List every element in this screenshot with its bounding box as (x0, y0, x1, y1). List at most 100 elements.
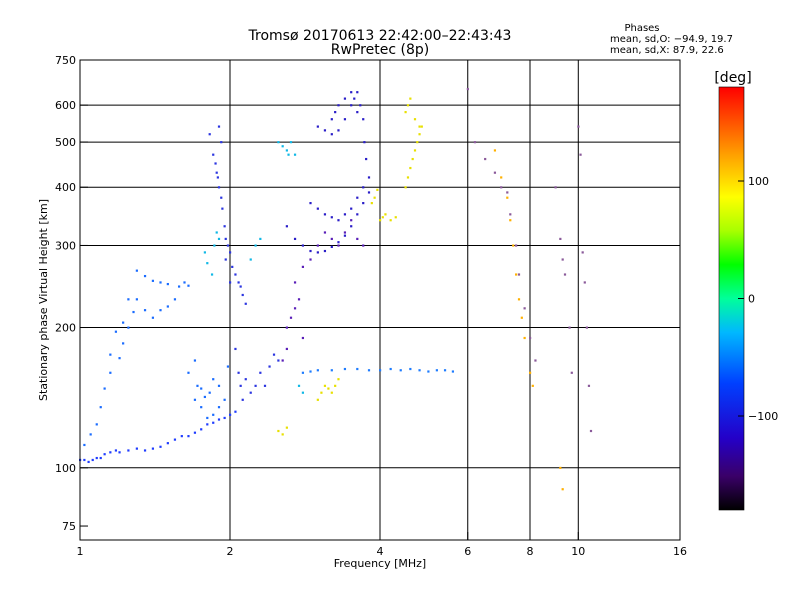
data-point (362, 186, 365, 189)
data-point (399, 369, 402, 372)
data-point (281, 145, 284, 148)
data-point (212, 153, 215, 156)
data-point (343, 234, 347, 237)
data-point (376, 188, 379, 191)
data-point (416, 141, 419, 144)
data-point (320, 391, 323, 394)
data-point (534, 359, 537, 362)
data-point (217, 384, 221, 387)
data-point (367, 369, 371, 372)
data-point (500, 176, 503, 179)
x-tick-label: 8 (527, 545, 534, 558)
data-point (323, 213, 327, 216)
data-point (367, 176, 371, 179)
data-point (151, 279, 155, 282)
data-point (409, 367, 412, 371)
y-tick-label: 400 (55, 181, 76, 194)
data-point (350, 104, 353, 107)
data-point (289, 316, 293, 319)
data-point (389, 219, 392, 222)
data-point (365, 157, 368, 161)
colorbar-tick-label: −100 (748, 410, 778, 423)
y-tick-label: 750 (55, 54, 76, 67)
data-point (272, 353, 276, 356)
data-point (109, 353, 112, 356)
data-point (118, 357, 121, 360)
data-point (301, 371, 305, 374)
data-point (173, 298, 177, 301)
data-point (367, 191, 371, 194)
data-point (420, 125, 423, 128)
data-point (356, 367, 359, 371)
data-point (506, 191, 509, 194)
data-point (356, 237, 359, 241)
data-point (316, 244, 319, 247)
data-point (263, 384, 267, 387)
data-point (406, 176, 410, 179)
data-point (217, 237, 221, 241)
data-point (559, 237, 562, 241)
data-point (203, 395, 206, 399)
data-point (127, 326, 130, 329)
data-point (234, 347, 237, 351)
data-point (330, 237, 333, 241)
data-point (297, 298, 301, 301)
data-point (350, 91, 353, 94)
data-point (281, 359, 284, 362)
data-point (220, 196, 223, 199)
data-point (114, 330, 118, 333)
data-point (362, 118, 365, 121)
data-point (517, 298, 521, 301)
data-point (515, 273, 518, 276)
data-point (95, 423, 98, 426)
data-point (404, 186, 407, 189)
data-point (206, 416, 209, 420)
data-point (285, 347, 288, 351)
data-point (413, 118, 417, 121)
x-tick-label: 6 (464, 545, 471, 558)
data-point (418, 133, 421, 136)
data-point (509, 213, 512, 216)
data-point (411, 157, 414, 161)
data-point (330, 391, 333, 394)
data-point (249, 391, 252, 394)
data-point (234, 273, 237, 276)
data-point (512, 244, 515, 247)
chart-title: Tromsø 20170613 22:42:00–22:43:43 (248, 28, 512, 44)
data-point (520, 316, 523, 319)
data-point (323, 249, 327, 253)
x-axis-ticks: 1 2 4 6 8 10 16 (77, 532, 687, 558)
data-point (337, 104, 340, 107)
data-point (223, 225, 226, 228)
data-point (356, 196, 359, 199)
data-point (206, 423, 209, 426)
data-point (554, 186, 557, 189)
data-point (404, 111, 407, 114)
data-point (330, 133, 333, 136)
data-point (83, 458, 86, 462)
data-point (220, 141, 223, 144)
data-point (212, 421, 215, 424)
data-point (109, 371, 112, 374)
data-point (237, 281, 240, 284)
data-point (221, 207, 224, 210)
data-point (132, 310, 135, 314)
data-point (196, 384, 199, 387)
data-point (293, 307, 297, 310)
data-point (581, 251, 584, 254)
data-point (515, 244, 518, 247)
data-point (563, 273, 567, 276)
data-point (151, 447, 155, 450)
data-point (561, 488, 564, 491)
data-point (244, 302, 247, 305)
data-point (493, 171, 497, 174)
data-point (350, 207, 353, 210)
data-point (418, 369, 421, 372)
data-point (127, 449, 130, 452)
data-point (127, 298, 130, 301)
data-point (561, 258, 564, 261)
y-tick-label: 100 (55, 462, 76, 475)
data-point (413, 149, 417, 152)
data-point (241, 293, 244, 297)
